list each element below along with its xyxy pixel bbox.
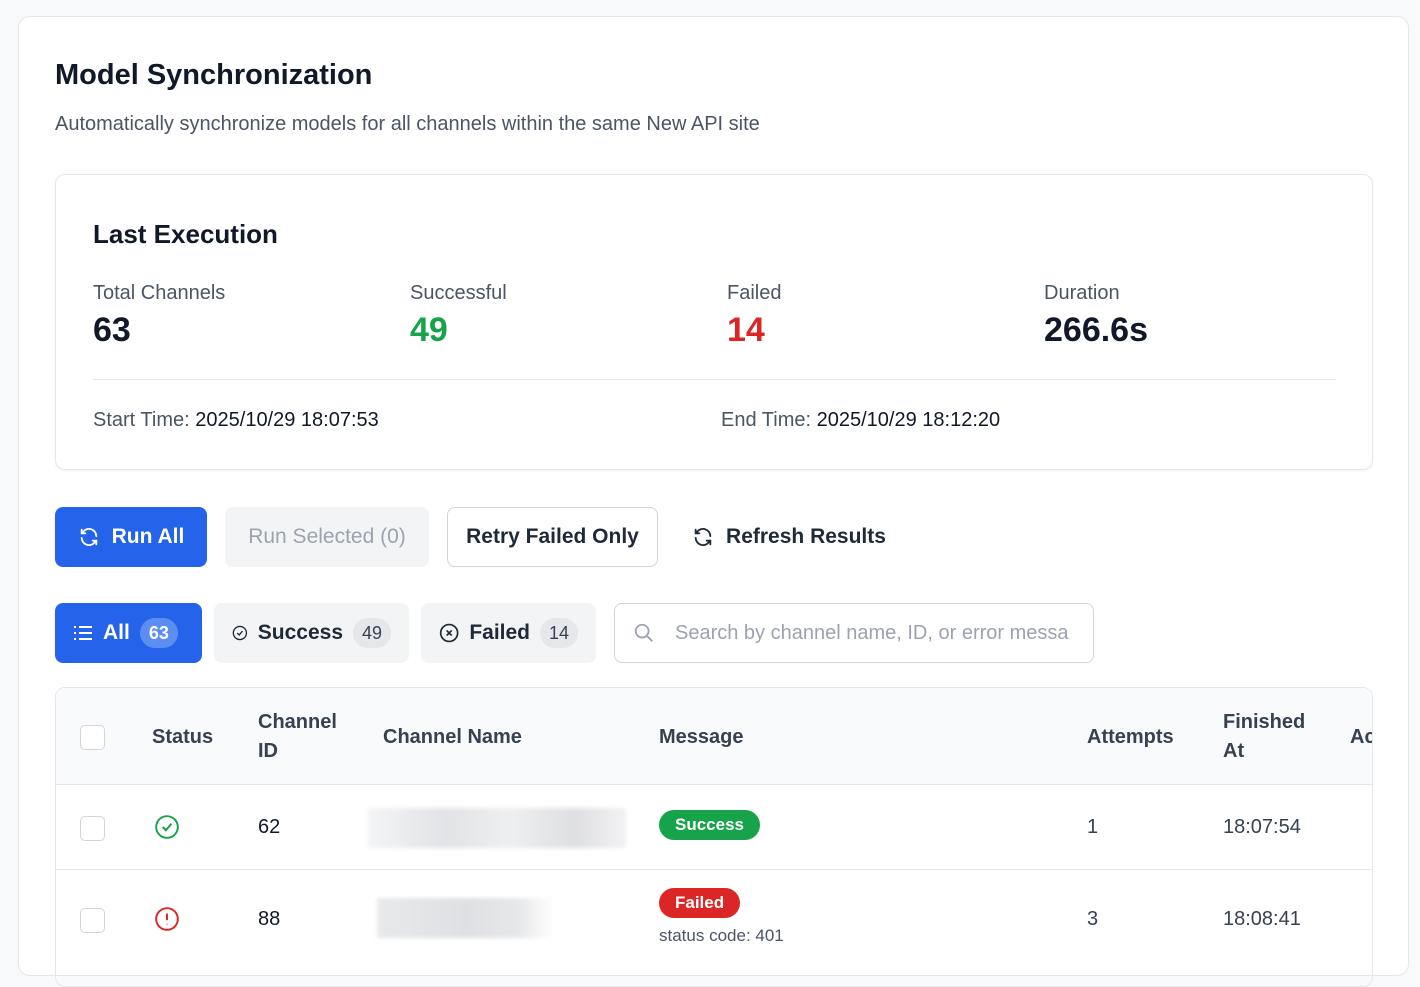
select-all-checkbox[interactable] bbox=[80, 725, 105, 750]
start-time-value: 2025/10/29 18:07:53 bbox=[195, 409, 379, 431]
search-input[interactable] bbox=[675, 621, 1075, 645]
filter-label: Failed bbox=[469, 621, 530, 644]
stat-label: Successful bbox=[410, 282, 507, 304]
refresh-results-label: Refresh Results bbox=[726, 525, 886, 548]
message-cell: Success bbox=[659, 810, 760, 840]
refresh-icon bbox=[80, 528, 97, 546]
channel-id: 62 bbox=[258, 816, 281, 838]
run-all-label: Run All bbox=[111, 525, 185, 548]
column-message[interactable]: Message bbox=[659, 726, 744, 748]
search-box[interactable] bbox=[614, 603, 1094, 663]
message-cell: Failed status code: 401 bbox=[659, 888, 784, 946]
column-status[interactable]: Status bbox=[152, 726, 214, 748]
stat-value: 63 bbox=[93, 311, 131, 349]
end-time: End Time: 2025/10/29 18:12:20 bbox=[721, 409, 1000, 432]
refresh-icon bbox=[694, 528, 712, 546]
divider bbox=[93, 379, 1336, 380]
filter-label: Success bbox=[257, 621, 343, 644]
filter-label: All bbox=[103, 621, 130, 644]
attempts: 1 bbox=[1087, 816, 1099, 838]
filter-all[interactable]: All 63 bbox=[55, 603, 202, 663]
row-checkbox[interactable] bbox=[80, 908, 105, 933]
run-selected-button[interactable]: Run Selected (0) bbox=[225, 507, 429, 567]
last-execution-card: Last Execution Total Channels 63 Success… bbox=[55, 174, 1373, 470]
retry-failed-button[interactable]: Retry Failed Only bbox=[447, 507, 658, 567]
stat-label: Total Channels bbox=[93, 282, 226, 304]
success-badge: Success bbox=[659, 810, 760, 840]
x-circle-icon bbox=[439, 623, 459, 643]
refresh-results-button[interactable]: Refresh Results bbox=[689, 507, 889, 567]
column-finished-at[interactable]: Finished At bbox=[1223, 711, 1306, 762]
page-title: Model Synchronization bbox=[55, 59, 373, 91]
stat-label: Duration bbox=[1044, 282, 1120, 304]
success-status-icon bbox=[155, 815, 179, 839]
table-row: 88 Failed status code: 401 3 18:08:41 bbox=[56, 870, 1372, 980]
channel-name-redacted bbox=[377, 898, 553, 938]
channel-name-redacted bbox=[368, 808, 626, 848]
column-channel-name[interactable]: Channel Name bbox=[383, 726, 522, 748]
search-icon bbox=[634, 623, 653, 642]
error-message: status code: 401 bbox=[659, 926, 784, 945]
stat-value: 49 bbox=[410, 311, 448, 349]
stat-value: 266.6s bbox=[1044, 311, 1148, 349]
column-attempts[interactable]: Attempts bbox=[1087, 726, 1174, 748]
filter-count: 49 bbox=[353, 618, 391, 648]
row-checkbox[interactable] bbox=[80, 816, 105, 841]
results-table: Status Channel ID Channel Name Message A… bbox=[55, 687, 1373, 987]
channel-id: 88 bbox=[258, 908, 281, 930]
filter-success[interactable]: Success 49 bbox=[214, 603, 409, 663]
alert-circle-icon bbox=[155, 907, 179, 931]
stat-total-channels: Total Channels 63 bbox=[93, 282, 225, 350]
stat-duration: Duration 266.6s bbox=[1044, 282, 1148, 350]
column-actions[interactable]: Ac bbox=[1350, 726, 1372, 748]
page-subtitle: Automatically synchronize models for all… bbox=[55, 113, 760, 135]
check-circle-icon bbox=[232, 625, 248, 641]
filter-count: 63 bbox=[139, 618, 178, 648]
run-selected-label: Run Selected (0) bbox=[248, 525, 406, 548]
run-all-button[interactable]: Run All bbox=[55, 507, 207, 567]
retry-failed-label: Retry Failed Only bbox=[466, 525, 639, 548]
end-time-value: 2025/10/29 18:12:20 bbox=[816, 409, 1001, 431]
end-time-label: End Time: bbox=[721, 409, 812, 431]
failed-badge: Failed bbox=[659, 888, 741, 918]
filter-failed[interactable]: Failed 14 bbox=[421, 603, 596, 663]
table-row: 62 Success 1 18:07:54 bbox=[56, 785, 1372, 870]
stat-failed: Failed 14 bbox=[727, 282, 781, 350]
attempts: 3 bbox=[1087, 908, 1099, 930]
stat-value: 14 bbox=[727, 311, 765, 349]
start-time-label: Start Time: bbox=[93, 409, 190, 431]
last-execution-title: Last Execution bbox=[93, 219, 278, 249]
list-icon bbox=[74, 626, 92, 640]
model-sync-page: Model Synchronization Automatically sync… bbox=[18, 16, 1409, 987]
filter-count: 14 bbox=[540, 618, 578, 648]
start-time: Start Time: 2025/10/29 18:07:53 bbox=[93, 409, 379, 432]
table-header: Status Channel ID Channel Name Message A… bbox=[56, 688, 1372, 785]
stat-label: Failed bbox=[727, 282, 782, 304]
finished-at: 18:08:41 bbox=[1223, 908, 1301, 930]
column-channel-id[interactable]: Channel ID bbox=[258, 711, 337, 762]
stat-successful: Successful 49 bbox=[410, 282, 507, 350]
finished-at: 18:07:54 bbox=[1223, 816, 1301, 838]
